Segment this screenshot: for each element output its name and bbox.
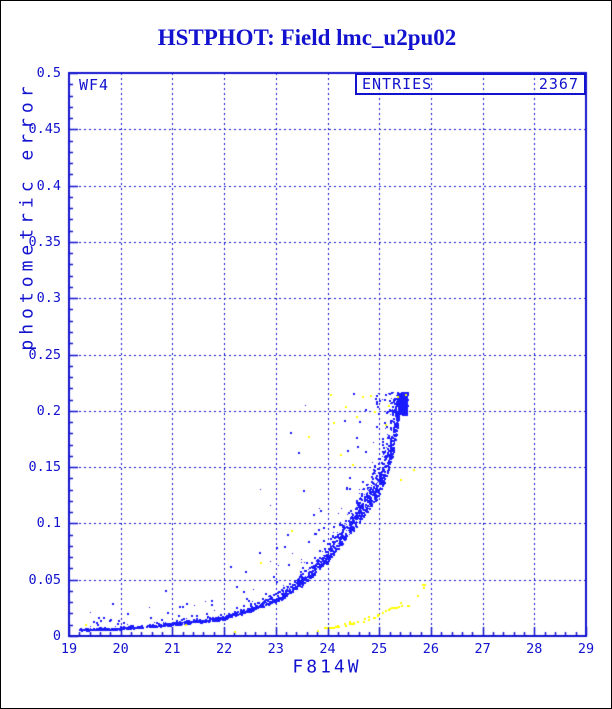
y-tick-label: 0.45 — [28, 121, 61, 138]
x-tick-label: 20 — [112, 641, 129, 657]
y-tick-label: 0.5 — [36, 65, 61, 81]
x-tick-label: 29 — [577, 641, 595, 657]
x-tick-label: 27 — [474, 641, 491, 657]
x-tick-label: 21 — [164, 641, 181, 657]
y-tick-label: 0.15 — [28, 459, 61, 476]
x-tick-label: 23 — [267, 641, 284, 657]
x-tick-label: 25 — [371, 641, 388, 657]
x-axis-title: F814W — [292, 656, 362, 678]
y-tick-label: 0 — [52, 628, 61, 644]
entries-box: ENTRIES 2367 — [355, 73, 586, 95]
x-tick-label: 28 — [526, 641, 543, 657]
x-tick-label: 26 — [422, 641, 440, 657]
y-tick-label: 0.3 — [36, 290, 61, 307]
x-tick-label: 24 — [319, 641, 336, 657]
entries-value: 2367 — [538, 75, 579, 93]
y-tick-label: 0.25 — [28, 346, 61, 363]
y-tick-label: 0.1 — [36, 515, 61, 532]
y-tick-label: 0.2 — [36, 402, 61, 419]
entries-label: ENTRIES — [362, 75, 433, 93]
y-tick-label: 0.05 — [28, 571, 61, 588]
x-tick-label: 22 — [215, 641, 233, 657]
page-title: HSTPHOT: Field lmc_u2pu02 — [157, 25, 457, 50]
y-tick-label: 0.35 — [28, 233, 61, 250]
panel-label-wf4: WF4 — [79, 76, 110, 94]
x-tick-label: 19 — [60, 641, 78, 657]
y-tick-label: 0.4 — [36, 177, 61, 194]
